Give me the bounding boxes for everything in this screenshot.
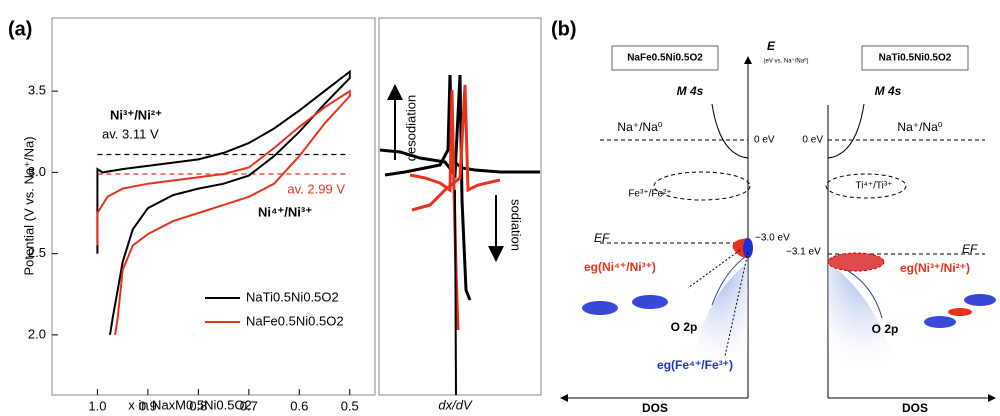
- axis-unit: (eV vs. Na⁺/Na⁰): [764, 58, 809, 65]
- panel-label: (b): [551, 18, 577, 40]
- reference-label: av. 2.99 V: [287, 181, 345, 196]
- y-tick-label: 3.0: [28, 164, 46, 179]
- side-x-label: dx/dV: [438, 397, 473, 412]
- level-label: Ti⁴⁺/Ti³⁺: [856, 181, 893, 192]
- annotation: Ni⁴⁺/Ni³⁺: [258, 204, 312, 219]
- figure: (a) (b) desodiation sodiation dx/dV x in…: [0, 0, 1000, 416]
- dos-label: DOS: [642, 401, 668, 415]
- eg-label: eg(Ni³⁺/Ni²⁺): [900, 261, 970, 275]
- level-label: Na⁺/Na⁰: [897, 120, 942, 134]
- y-tick-label: 3.5: [28, 83, 46, 98]
- x-tick-label: 1.0: [88, 398, 106, 413]
- panel-label: (a): [8, 18, 32, 40]
- axis-title: E: [767, 39, 776, 53]
- eg-label: eg(Ni⁴⁺/Ni³⁺): [584, 260, 656, 274]
- level-value: −3.1 eV: [786, 247, 821, 258]
- level-label: Fe³⁺/Fe²⁺: [628, 189, 671, 200]
- reference-label: av. 3.11 V: [102, 126, 159, 141]
- dos-label: DOS: [902, 401, 928, 415]
- level-label: Na⁺/Na⁰: [617, 120, 662, 134]
- x-tick-label: 0.5: [341, 398, 359, 413]
- x-tick-label: 0.9: [139, 398, 157, 413]
- side-label: sodiation: [509, 199, 524, 251]
- x-tick-label: 0.8: [189, 398, 207, 413]
- level-value: 0 eV: [802, 135, 823, 146]
- box-label: NaFe0.5Ni0.5O2: [627, 53, 703, 64]
- x-tick-label: 0.7: [240, 398, 258, 413]
- band-label: O 2p: [671, 320, 698, 334]
- level-label: M 4s: [677, 84, 704, 98]
- annotation: Ni³⁺/Ni²⁺: [110, 107, 162, 122]
- y-tick-label: 2.5: [28, 245, 46, 260]
- legend-label: NaTi0.5Ni0.5O2: [246, 289, 339, 304]
- side-label: desodiation: [403, 95, 418, 162]
- panel-b: [562, 46, 996, 398]
- y-tick-label: 2.0: [28, 326, 46, 341]
- box-label: NaTi0.5Ni0.5O2: [879, 53, 952, 64]
- level-value: 0 eV: [754, 135, 775, 146]
- eg-label: eg(Fe⁴⁺/Fe³⁺): [657, 358, 733, 372]
- fermi-label: EF: [594, 231, 610, 245]
- level-label: M 4s: [875, 84, 902, 98]
- fermi-label: EF: [962, 242, 978, 256]
- legend-label: NaFe0.5Ni0.5O2: [246, 313, 344, 328]
- band-label: O 2p: [872, 322, 899, 336]
- level-value: −3.0 eV: [755, 233, 790, 244]
- x-tick-label: 0.6: [290, 398, 308, 413]
